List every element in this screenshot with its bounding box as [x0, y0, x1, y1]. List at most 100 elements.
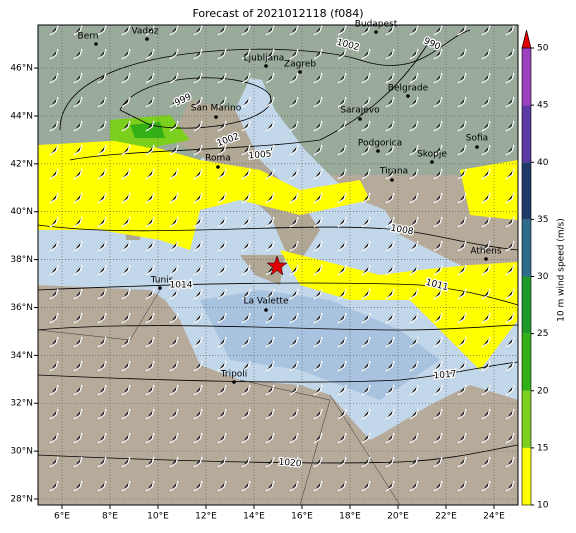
barb: [145, 264, 155, 276]
barb: [481, 336, 491, 348]
barb: [409, 120, 419, 132]
y-tick-label: 34°N: [10, 351, 33, 361]
barb: [433, 264, 443, 276]
barb: [121, 120, 131, 132]
city-dot: [145, 37, 149, 41]
barb: [337, 120, 347, 132]
barb: [361, 48, 371, 60]
barb: [193, 264, 203, 276]
city-label: Podgorica: [358, 139, 402, 149]
barb: [145, 168, 155, 180]
barb: [265, 336, 275, 348]
title: Forecast of 2021012118 (f084): [192, 7, 363, 20]
barb: [385, 432, 395, 444]
x-tick-label: 8°E: [102, 512, 118, 522]
city-dot: [232, 380, 236, 384]
barb: [49, 456, 59, 468]
barb: [49, 240, 59, 252]
barb: [217, 72, 227, 84]
barb: [361, 456, 371, 468]
barb: [169, 480, 179, 492]
barb: [121, 288, 131, 300]
barb: [145, 432, 155, 444]
barb: [121, 432, 131, 444]
barb: [409, 72, 419, 84]
barb: [361, 96, 371, 108]
barb: [145, 144, 155, 156]
barb: [241, 120, 251, 132]
barb: [217, 480, 227, 492]
barb: [289, 384, 299, 396]
barb: [265, 72, 275, 84]
barb: [505, 216, 515, 228]
barb: [505, 432, 515, 444]
city-label: Tripoli: [220, 370, 248, 380]
barb: [433, 288, 443, 300]
colorbar-label: 10 m wind speed (m/s): [557, 218, 567, 322]
barb: [385, 168, 395, 180]
barb: [169, 408, 179, 420]
barb: [505, 408, 515, 420]
barb: [217, 408, 227, 420]
barb: [97, 312, 107, 324]
barb: [73, 168, 83, 180]
barb: [265, 168, 275, 180]
isobar-label: 1005: [248, 150, 272, 162]
barb: [481, 480, 491, 492]
barb: [361, 168, 371, 180]
barb: [481, 312, 491, 324]
barb: [121, 336, 131, 348]
barb: [145, 72, 155, 84]
barb: [433, 216, 443, 228]
barb: [481, 25, 491, 36]
barb: [97, 96, 107, 108]
city-dot: [376, 149, 380, 153]
isobar-label: 1014: [170, 281, 193, 291]
barb: [385, 120, 395, 132]
city-dot: [298, 70, 302, 74]
barb: [217, 432, 227, 444]
barb: [169, 288, 179, 300]
barb: [193, 312, 203, 324]
barb: [409, 312, 419, 324]
barb: [145, 480, 155, 492]
barb: [289, 192, 299, 204]
barb: [481, 192, 491, 204]
barb: [241, 336, 251, 348]
barb: [193, 408, 203, 420]
barb: [505, 144, 515, 156]
city-label: La Valette: [244, 297, 289, 307]
barb: [121, 25, 131, 36]
barb: [73, 240, 83, 252]
city-dot: [94, 42, 98, 46]
barb: [337, 192, 347, 204]
barb: [433, 384, 443, 396]
barb: [241, 264, 251, 276]
city-label: Ljubljana: [244, 54, 285, 64]
map-frame: [37, 24, 519, 506]
barb: [97, 120, 107, 132]
barb: [97, 48, 107, 60]
barb: [121, 72, 131, 84]
barb: [385, 456, 395, 468]
city-dot: [406, 94, 410, 98]
city-dot: [374, 30, 378, 34]
barb: [505, 96, 515, 108]
barb: [313, 120, 323, 132]
barb: [433, 456, 443, 468]
barb: [457, 48, 467, 60]
barb: [313, 96, 323, 108]
barb: [457, 216, 467, 228]
city-label: Budapest: [355, 20, 398, 30]
barb: [121, 168, 131, 180]
barb: [337, 144, 347, 156]
barb: [337, 96, 347, 108]
barb: [169, 25, 179, 36]
barb: [409, 360, 419, 372]
x-tick-label: 10°E: [147, 512, 169, 522]
barb: [409, 480, 419, 492]
barb: [505, 288, 515, 300]
x-tick-label: 22°E: [435, 512, 457, 522]
barb: [385, 480, 395, 492]
